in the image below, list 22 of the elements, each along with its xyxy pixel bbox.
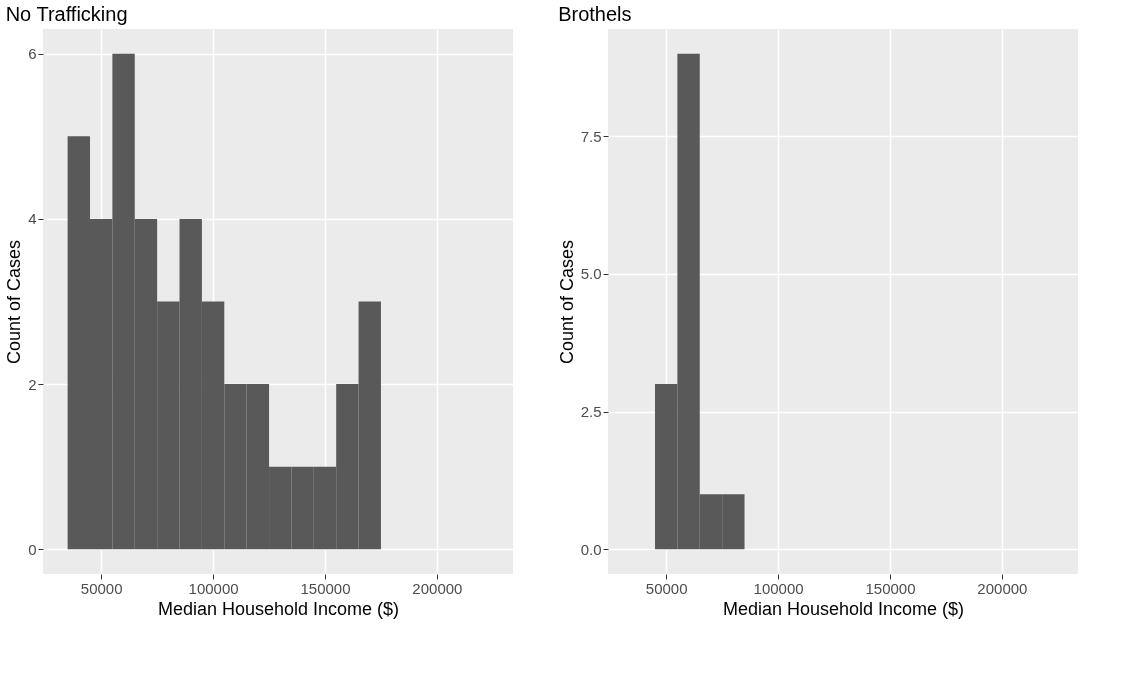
x-tick-label: 150000 bbox=[865, 579, 916, 597]
x-tick-label: 50000 bbox=[80, 579, 123, 597]
chart-title: Brothels bbox=[558, 3, 632, 25]
y-tick-label: 0 bbox=[28, 540, 37, 558]
y-tick-label: 2 bbox=[28, 375, 37, 393]
x-axis-title: Median Household Income ($) bbox=[722, 598, 965, 619]
x-tick-label: 200000 bbox=[977, 579, 1028, 597]
y-tick-label: 2.5 bbox=[580, 403, 602, 421]
x-tick-label: 50000 bbox=[645, 579, 688, 597]
y-tick-label: 0.0 bbox=[580, 540, 602, 558]
x-tick-label: 100000 bbox=[753, 579, 804, 597]
chart-title: No Trafficking bbox=[5, 3, 128, 25]
y-tick-label: 4 bbox=[28, 210, 37, 228]
y-tick-label: 6 bbox=[28, 45, 37, 63]
x-axis-title: Median Household Income ($) bbox=[157, 598, 400, 619]
y-tick-label: 7.5 bbox=[580, 127, 602, 145]
x-tick-label: 150000 bbox=[300, 579, 351, 597]
y-tick-label: 5.0 bbox=[580, 265, 602, 283]
y-axis-title: Count of Cases bbox=[556, 239, 577, 365]
y-axis-title: Count of Cases bbox=[4, 239, 25, 365]
x-tick-label: 100000 bbox=[188, 579, 239, 597]
x-tick-label: 200000 bbox=[412, 579, 463, 597]
